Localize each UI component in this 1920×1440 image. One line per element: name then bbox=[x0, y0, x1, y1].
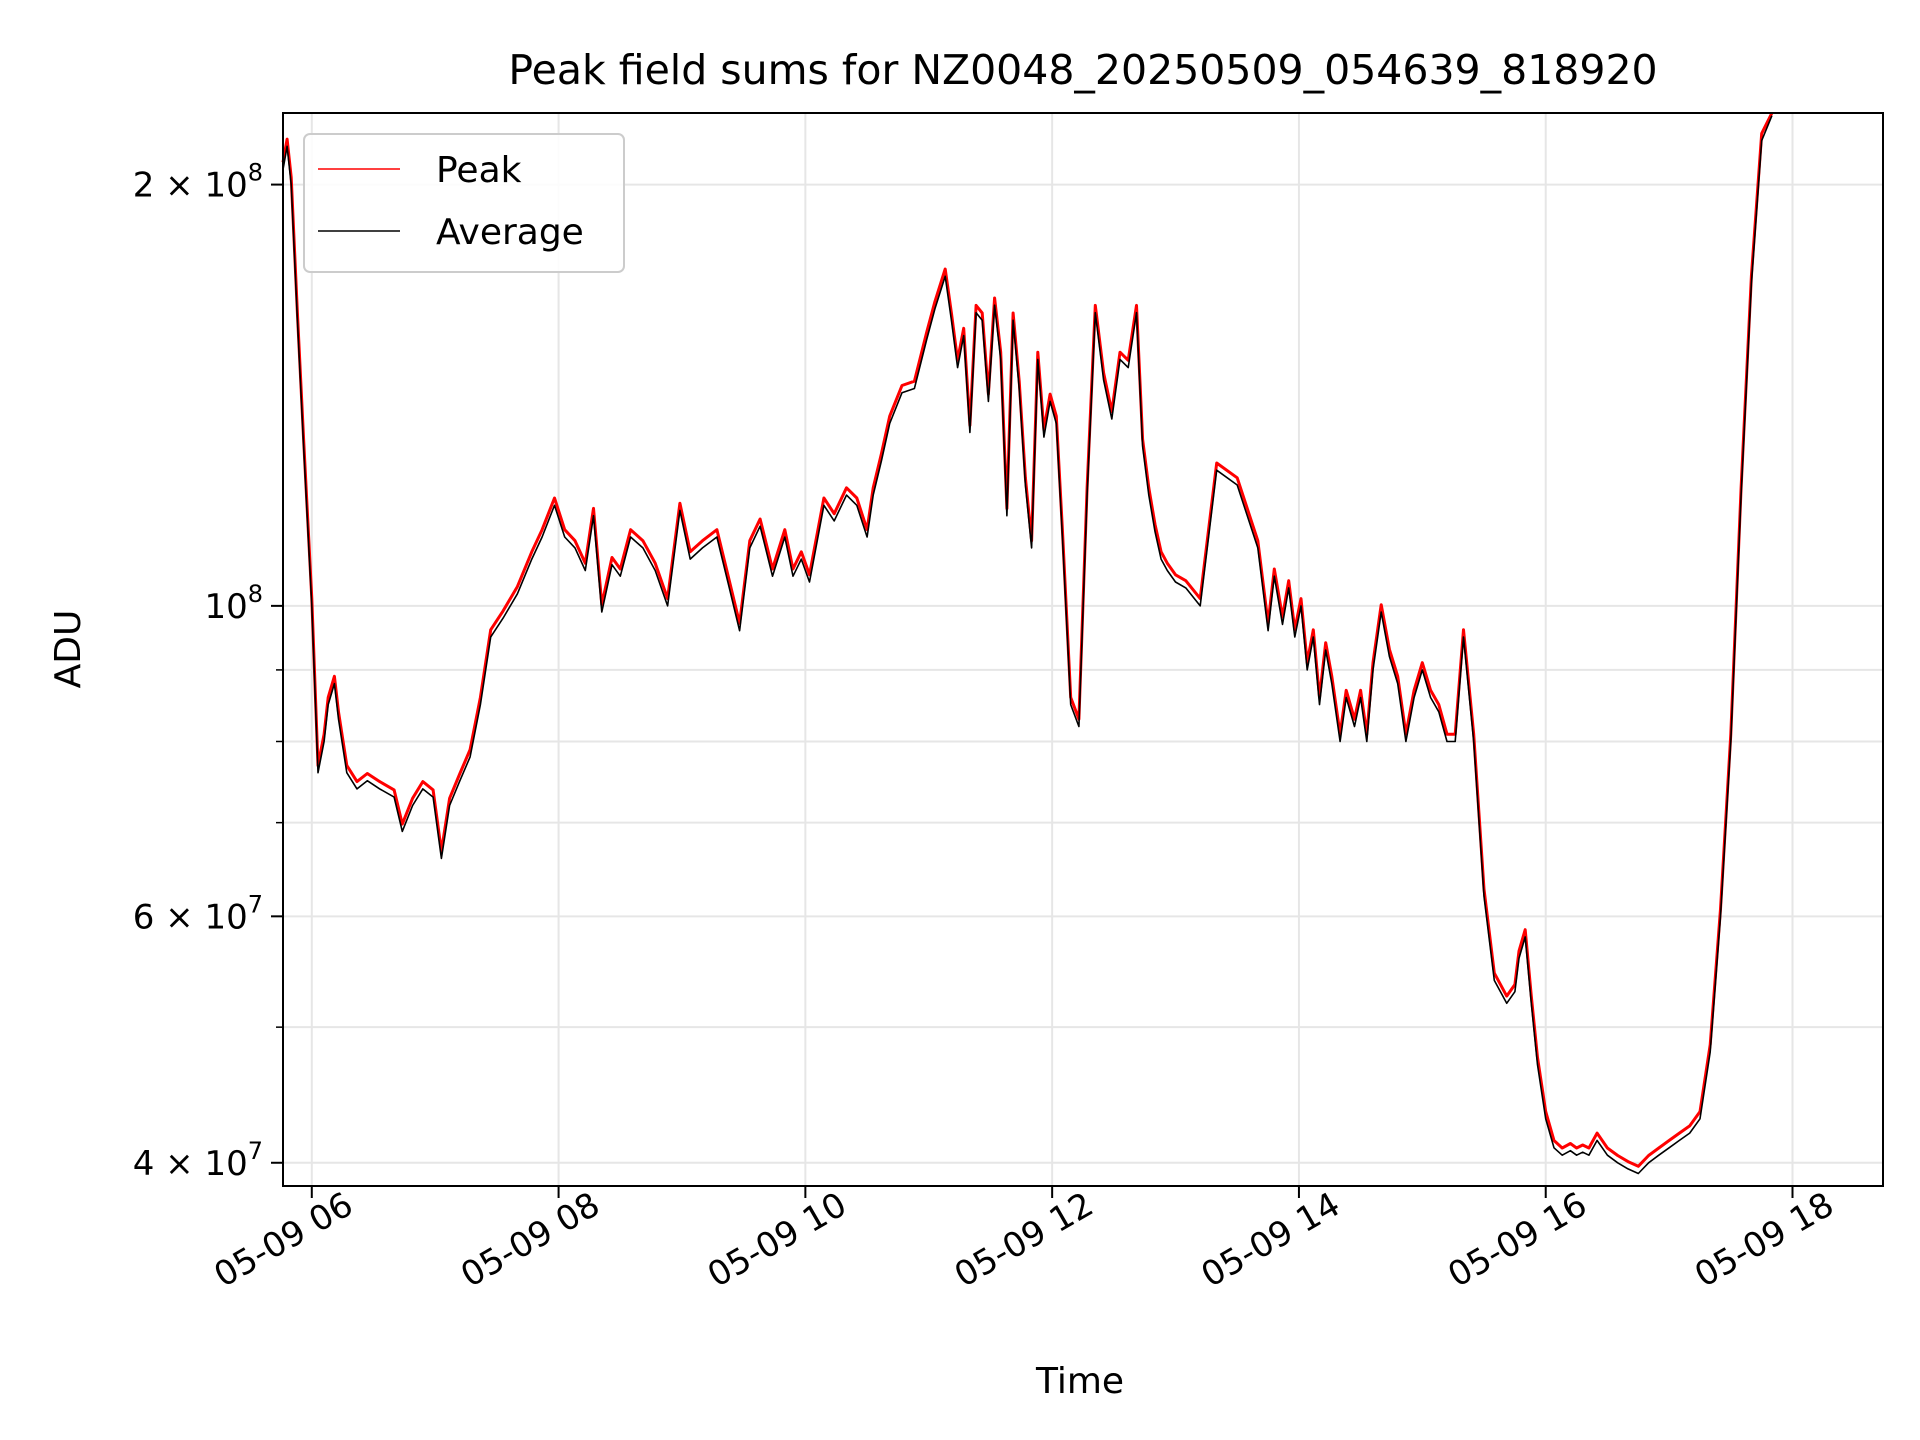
y-tick-label: 6 × 107 bbox=[133, 890, 263, 937]
y-axis-label: ADU bbox=[48, 610, 89, 689]
y-tick-label: 2 × 108 bbox=[133, 159, 263, 206]
y-tick-label: 108 bbox=[204, 580, 263, 627]
y-axis-ticks: 4 × 107 6 × 107 108 2 × 108 bbox=[133, 159, 283, 1184]
y-tick-label: 4 × 107 bbox=[133, 1137, 263, 1184]
series-lines bbox=[281, 112, 1774, 1175]
chart-title: Peak field sums for NZ0048_20250509_0546… bbox=[508, 46, 1657, 94]
series-line-average bbox=[282, 115, 1773, 1175]
x-axis-label: Time bbox=[1035, 1361, 1124, 1402]
legend-label-peak: Peak bbox=[436, 150, 522, 191]
series-line-peak bbox=[281, 112, 1774, 1168]
plot-frame bbox=[282, 112, 1884, 1187]
legend-label-average: Average bbox=[436, 212, 584, 253]
legend: Peak Average bbox=[303, 133, 625, 273]
